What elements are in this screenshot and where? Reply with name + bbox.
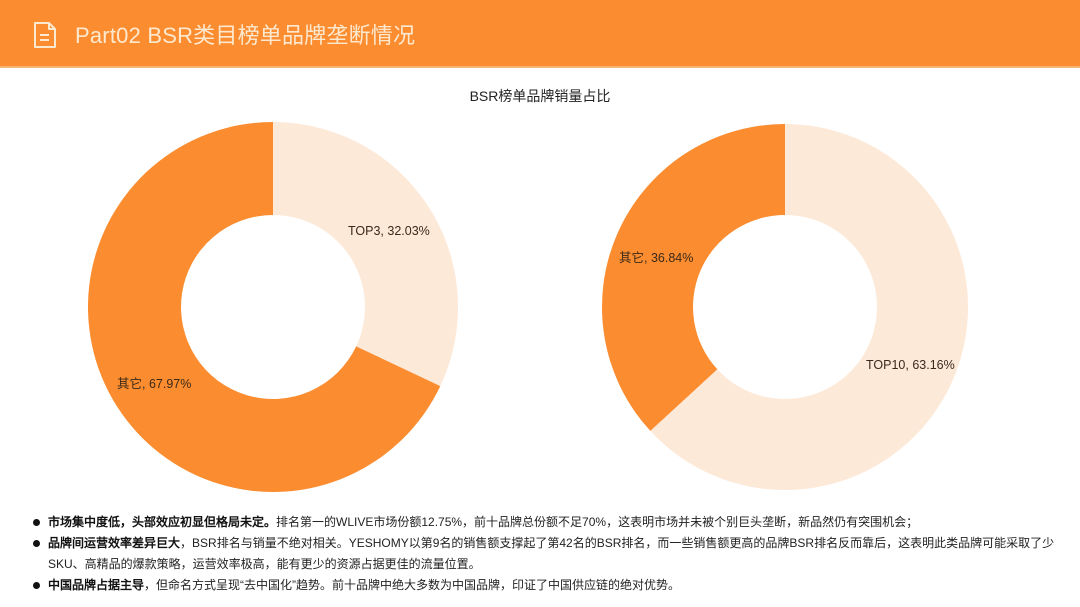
donut-slice-TOP3 — [273, 122, 459, 387]
page-title: Part02 BSR类目榜单品牌垄断情况 — [75, 23, 416, 48]
label-others-right: 其它, 36.84% — [619, 251, 694, 265]
finding-heading: 品牌间运营效率差异巨大 — [48, 536, 181, 550]
donut-charts — [88, 122, 968, 493]
donut-chart-top10 — [602, 124, 968, 491]
donut-chart-top3 — [88, 122, 459, 493]
page-header: Part02 BSR类目榜单品牌垄断情况 — [0, 0, 1080, 68]
finding-text: ，BSR排名与销量不绝对相关。YESHOMY以第9名的销售额支撑起了第42名的B… — [48, 536, 1055, 571]
finding-item: 品牌间运营效率差异巨大，BSR排名与销量不绝对相关。YESHOMY以第9名的销售… — [30, 533, 1060, 575]
finding-item: 市场集中度低，头部效应初显但格局未定。排名第一的WLIVE市场份额12.75%，… — [30, 512, 1060, 533]
document-icon — [34, 22, 56, 48]
donut-slice-TOP10 — [650, 124, 968, 491]
finding-text: 排名第一的WLIVE市场份额12.75%，前十品牌总份额不足70%，这表明市场并… — [276, 515, 919, 529]
donut-slice-其它 — [88, 122, 441, 493]
chart-title: BSR榜单品牌销量占比 — [469, 88, 611, 104]
bullet-icon — [33, 582, 40, 589]
label-top3: TOP3, 32.03% — [348, 224, 430, 238]
label-others-left: 其它, 67.97% — [117, 377, 192, 391]
finding-item: 中国品牌占据主导，但命名方式呈现“去中国化”趋势。前十品牌中绝大多数为中国品牌，… — [30, 575, 1060, 596]
finding-heading: 中国品牌占据主导 — [48, 578, 145, 592]
bullet-icon — [33, 519, 40, 526]
donut-slice-其它 — [602, 124, 785, 431]
finding-text: ，但命名方式呈现“去中国化”趋势。前十品牌中绝大多数为中国品牌，印证了中国供应链… — [144, 578, 681, 592]
label-top10: TOP10, 63.16% — [866, 358, 955, 372]
key-findings: 市场集中度低，头部效应初显但格局未定。排名第一的WLIVE市场份额12.75%，… — [30, 512, 1060, 596]
bullet-icon — [33, 540, 40, 547]
finding-heading: 市场集中度低，头部效应初显但格局未定。 — [48, 515, 277, 529]
